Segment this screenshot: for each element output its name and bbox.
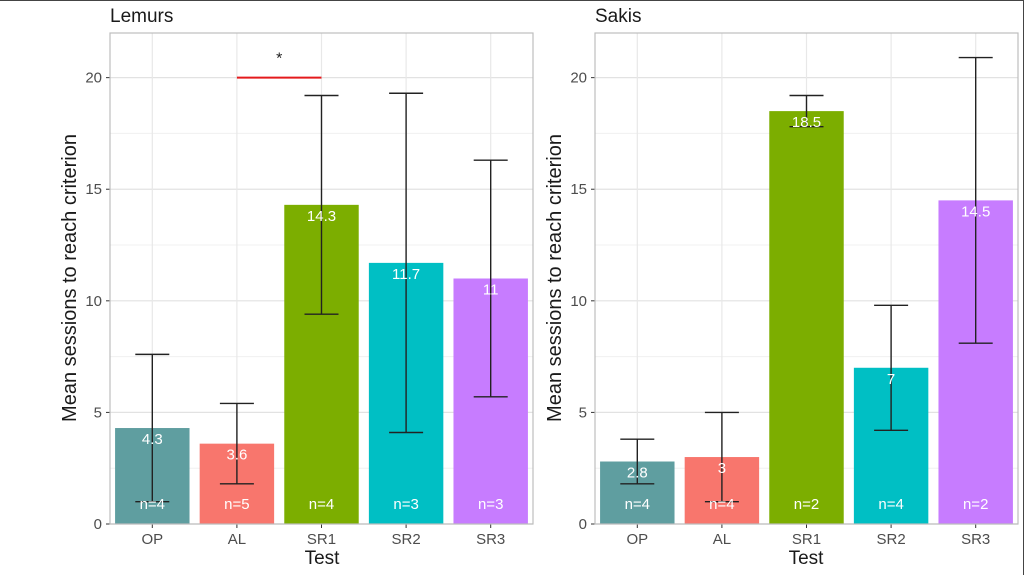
lemurs-y-tick-label: 10 [85,293,102,310]
sakis-title: Sakis [595,6,641,27]
sakis-x-tick-label-sr3: SR3 [961,531,990,548]
sakis-n-label-sr2: n=4 [878,496,903,513]
lemurs-y-tick-label: 5 [94,404,102,421]
sakis-y-tick-label: 0 [579,516,587,533]
lemurs-panel-border [109,32,534,525]
sakis-x-tick-label-op: OP [626,531,648,548]
lemurs-y-axis-label: Mean sessions to reach criterion [59,134,81,422]
sakis-value-label-sr1: 18.5 [792,114,821,131]
lemurs-n-label-al: n=5 [224,496,249,513]
lemurs-n-label-sr1: n=4 [309,496,334,513]
sakis-n-label-op: n=4 [625,496,650,513]
sakis-x-axis-label: Test [789,548,825,569]
sakis-value-label-al: 3 [718,460,726,477]
lemurs-value-label-sr3: 11 [483,282,499,299]
sakis-y-tick-label: 10 [570,293,587,310]
lemurs-value-label-sr2: 11.7 [392,266,420,283]
lemurs-plot-area: 0 5 10 15 20 4.3 3.6 14.3 11.7 11 n=4 n=5 n=4 n=3 n=3 O… [85,32,534,548]
sakis-y-tick-label: 5 [579,404,587,421]
lemurs-x-axis-label: Test [305,548,341,569]
lemurs-title: Lemurs [110,6,173,27]
sakis-y-tick-label: 15 [570,181,587,198]
sakis-panel: Sakis Mean sessions to reach criterion T… [544,6,1019,569]
sakis-x-tick-label-sr1: SR1 [792,531,821,548]
sakis-n-label-sr3: n=2 [963,496,988,513]
sakis-y-axis-label: Mean sessions to reach criterion [544,134,566,422]
lemurs-n-label-op: n=4 [140,496,165,513]
lemurs-x-tick-label-sr3: SR3 [476,531,505,548]
sakis-value-label-sr2: 7 [887,371,895,388]
lemurs-x-tick-label-al: AL [228,531,246,548]
lemurs-value-label-sr1: 14.3 [307,208,336,225]
sakis-value-label-op: 2.8 [627,465,648,482]
lemurs-value-label-al: 3.6 [226,447,247,464]
lemurs-x-tick-label-sr2: SR2 [392,531,421,548]
lemurs-y-tick-label: 0 [94,516,102,533]
sakis-x-tick-label-al: AL [713,531,731,548]
sakis-n-label-sr1: n=2 [794,496,819,513]
figure-top-border [0,0,1024,1]
sakis-x-tick-label-sr2: SR2 [877,531,906,548]
lemurs-panel: Lemurs Mean sessions to reach criterion … [59,6,534,569]
lemurs-x-tick-label-op: OP [141,531,163,548]
sakis-bar-sr1 [769,111,844,524]
lemurs-value-label-op: 4.3 [142,431,163,448]
lemurs-x-tick-label-sr1: SR1 [307,531,336,548]
lemurs-n-label-sr2: n=3 [393,496,418,513]
lemurs-y-tick-label: 15 [85,181,102,198]
sakis-y-tick-label: 20 [570,70,587,87]
lemurs-y-tick-label: 20 [85,70,102,87]
sakis-plot-area: 0 5 10 15 20 2.8 3 18.5 7 14.5 n=4 n=4 n=2 n=4 n=2 OP AL… [570,32,1019,548]
sakis-n-label-al: n=4 [709,496,734,513]
lemurs-significance-star: * [276,51,282,68]
sakis-panel-border [594,32,1019,525]
lemurs-n-label-sr3: n=3 [478,496,503,513]
sakis-value-label-sr3: 14.5 [961,203,990,220]
